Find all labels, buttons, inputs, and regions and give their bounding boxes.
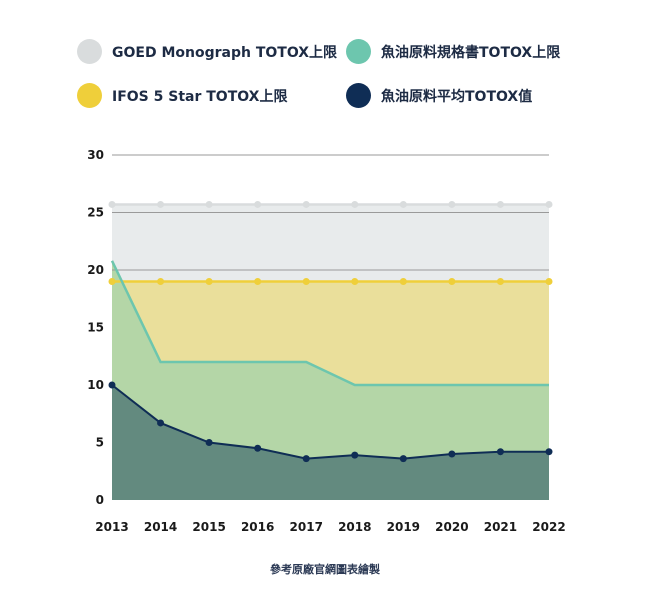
x-tick-label-2015: 2015: [192, 520, 225, 534]
legend-item-spec: 魚油原料規格書TOTOX上限: [346, 39, 560, 64]
x-axis-ticks: 2013 2014 2015 2016 2017 2018 2019 2020 2021 2022: [95, 520, 565, 534]
marker-average-2017: [302, 455, 310, 463]
marker-average-2018: [351, 451, 359, 459]
legend-swatch-average: [346, 83, 371, 108]
y-tick-label-30: 30: [87, 148, 104, 162]
marker-ifos-2020: [448, 278, 456, 285]
line-spec: [110, 260, 549, 387]
marker-goed-2018: [351, 200, 359, 208]
marker-goed-2017: [302, 200, 310, 208]
y-tick-label-0: 0: [96, 493, 104, 507]
x-tick-label-2022: 2022: [532, 520, 565, 534]
x-tick-label-2013: 2013: [95, 520, 128, 534]
marker-average-2021: [496, 448, 504, 456]
marker-ifos-2013: [108, 278, 116, 285]
y-tick-label-20: 20: [87, 263, 104, 277]
x-tick-label-2018: 2018: [338, 520, 371, 534]
marker-average-2013: [108, 381, 116, 389]
chart-caption: 參考原廠官網圖表繪製: [270, 563, 380, 576]
marker-ifos-2017: [302, 278, 310, 285]
y-tick-label-10: 10: [87, 378, 104, 392]
legend-item-goed: GOED Monograph TOTOX上限: [77, 39, 337, 64]
marker-average-2014: [157, 419, 165, 427]
marker-average-2016: [254, 444, 262, 452]
chart-lines: [110, 203, 549, 460]
legend-swatch-spec: [346, 39, 371, 64]
x-tick-label-2017: 2017: [290, 520, 323, 534]
x-tick-label-2016: 2016: [241, 520, 274, 534]
marker-goed-2022: [545, 200, 553, 208]
area-spec: [112, 260, 549, 500]
marker-goed-2020: [448, 200, 456, 208]
marker-goed-2014: [157, 200, 165, 208]
legend-swatch-goed: [77, 39, 102, 64]
marker-ifos-2021: [496, 278, 504, 285]
legend-swatch-ifos: [77, 83, 102, 108]
chart-gridlines: [112, 154, 549, 271]
y-tick-label-15: 15: [87, 321, 104, 335]
chart-legend: GOED Monograph TOTOX上限 魚油原料規格書TOTOX上限 IF…: [0, 0, 650, 120]
legend-label-goed: GOED Monograph TOTOX上限: [112, 44, 338, 61]
chart-markers: [108, 200, 553, 463]
marker-ifos-2018: [351, 278, 359, 285]
marker-average-2022: [545, 448, 553, 456]
marker-ifos-2019: [399, 278, 407, 285]
marker-goed-2021: [496, 200, 504, 208]
legend-label-spec: 魚油原料規格書TOTOX上限: [381, 44, 561, 61]
legend-item-average: 魚油原料平均TOTOX值: [346, 83, 532, 108]
marker-goed-2015: [205, 200, 213, 208]
marker-ifos-2014: [157, 278, 165, 285]
line-average: [111, 384, 549, 460]
marker-goed-2016: [254, 200, 262, 208]
area-average: [112, 385, 549, 500]
legend-item-ifos: IFOS 5 Star TOTOX上限: [77, 83, 287, 108]
marker-average-2019: [399, 455, 407, 463]
marker-average-2020: [448, 450, 456, 458]
x-tick-label-2020: 2020: [435, 520, 468, 534]
marker-ifos-2022: [545, 278, 553, 285]
legend-label-ifos: IFOS 5 Star TOTOX上限: [112, 88, 288, 105]
y-axis-ticks: 0 5 10 15 20 25 30: [87, 148, 104, 507]
y-tick-label-25: 25: [87, 206, 104, 220]
y-tick-label-5: 5: [96, 436, 104, 450]
marker-average-2015: [205, 439, 213, 446]
x-tick-label-2014: 2014: [144, 520, 177, 534]
marker-ifos-2015: [205, 278, 213, 285]
x-tick-label-2021: 2021: [484, 520, 517, 534]
marker-goed-2013: [108, 200, 116, 208]
marker-ifos-2016: [254, 278, 262, 285]
marker-goed-2019: [399, 200, 407, 208]
chart-areas: [112, 204, 549, 500]
legend-label-average: 魚油原料平均TOTOX值: [381, 88, 533, 105]
x-tick-label-2019: 2019: [387, 520, 420, 534]
